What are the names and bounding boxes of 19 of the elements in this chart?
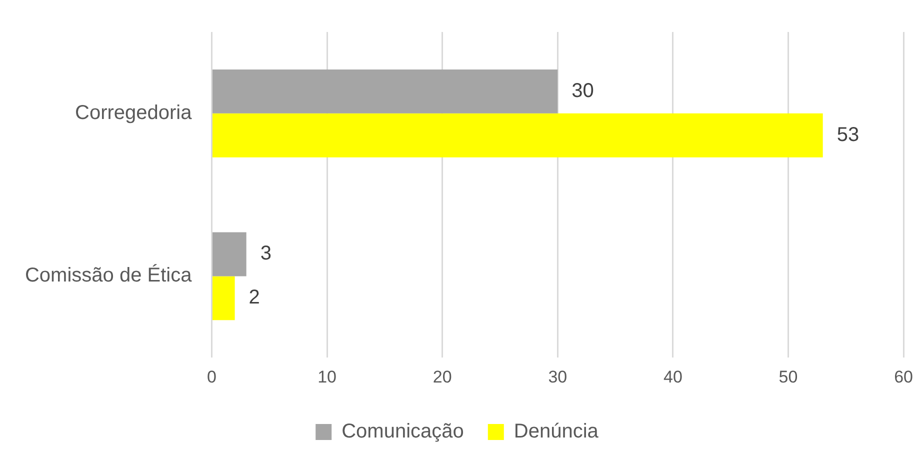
x-tick-label: 60	[894, 367, 914, 386]
x-tick-label: 40	[663, 367, 682, 386]
y-tick-label: Corregedoria	[75, 102, 193, 124]
bar	[212, 276, 235, 320]
x-tick-label: 50	[778, 367, 798, 386]
x-tick-label: 20	[432, 367, 452, 386]
bar	[212, 69, 558, 114]
bar	[212, 232, 246, 276]
data-label: 30	[572, 80, 594, 102]
data-label: 2	[248, 286, 260, 309]
x-tick-label: 0	[207, 367, 216, 386]
x-tick-label: 30	[548, 367, 568, 386]
legend-label: Comunicação	[342, 420, 464, 443]
data-label: 53	[836, 124, 860, 146]
legend-label: Denúncia	[514, 420, 600, 443]
x-tick-label: 10	[318, 367, 336, 386]
y-tick-label: Comissão de Ética	[24, 264, 193, 287]
data-label: 3	[260, 242, 272, 265]
bar	[212, 113, 823, 158]
